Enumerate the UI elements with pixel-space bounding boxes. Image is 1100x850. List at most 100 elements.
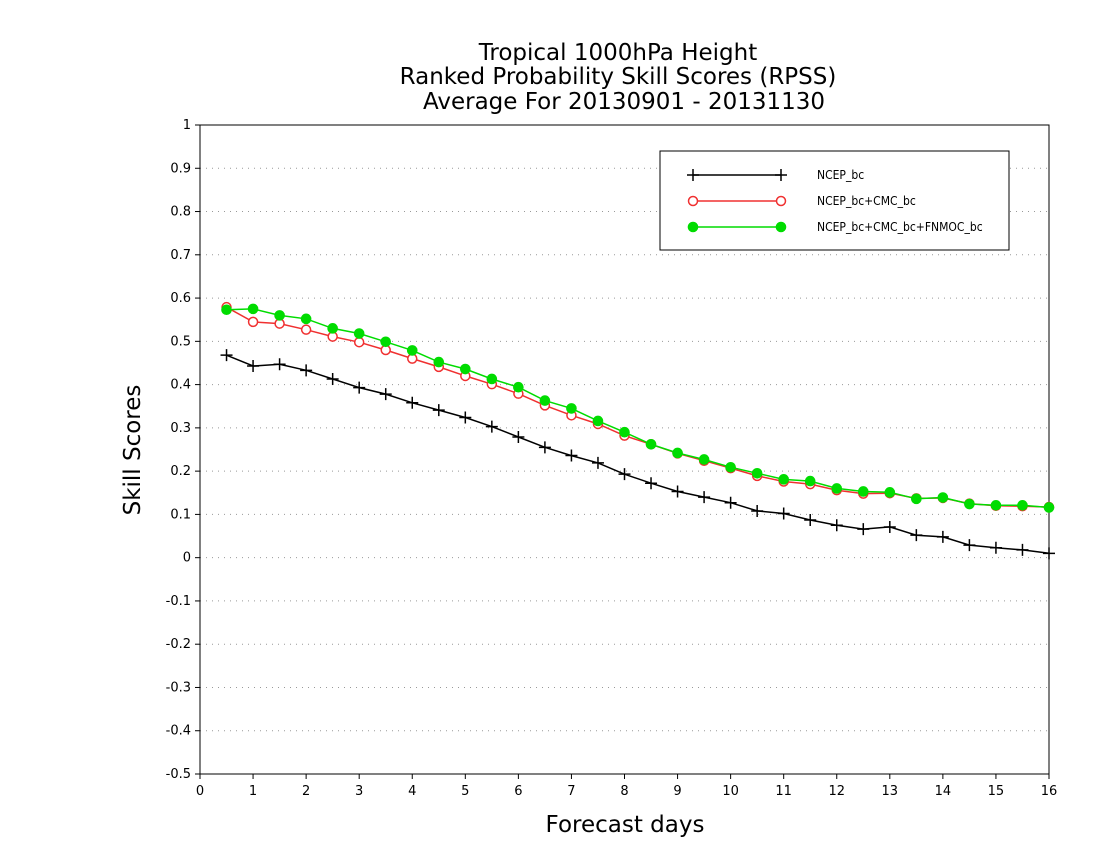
data-point [687, 195, 699, 207]
data-point [513, 381, 524, 393]
data-point [724, 496, 737, 509]
data-point [1016, 543, 1029, 556]
data-point [751, 504, 764, 517]
y-tick-label: -0.5 [166, 767, 191, 782]
y-tick-label: 0.5 [170, 334, 191, 349]
data-point [698, 454, 710, 465]
legend-entries: NCEP_bc NCEP_bc+CMC_bc NCEP_bc+CMC_bc+FNMO… [687, 168, 983, 234]
data-point [566, 403, 577, 414]
data-point [618, 468, 631, 481]
data-point [777, 507, 790, 520]
data-point [353, 336, 365, 348]
data-point [804, 514, 817, 527]
x-tick-label: 8 [620, 784, 628, 799]
legend: NCEP_bc NCEP_bc+CMC_bc NCEP_bc+CMC_bc+FNMO… [659, 150, 1010, 251]
data-point [539, 395, 551, 406]
axis-ticks: -0.5 -0.4 -0.3 -0.2 -0.1 0 0.1 0.2 0.3 0.4 0.5 0.6 0… [166, 118, 1058, 799]
y-tick-label: -0.4 [166, 724, 191, 739]
y-tick-label: -0.3 [166, 680, 191, 695]
y-tick-label: 1 [183, 118, 191, 133]
chart-title: Tropical 1000hPa Height Ranked Probabili… [400, 40, 837, 115]
y-tick-label: 0.2 [170, 464, 191, 479]
x-tick-label: 14 [935, 784, 952, 799]
y-tick-label: 0.8 [170, 205, 191, 220]
title-line-3: Average For 20130901 - 20131130 [423, 89, 825, 115]
x-tick-label: 2 [302, 784, 310, 799]
y-tick-label: -0.1 [166, 594, 191, 609]
x-tick-label: 9 [673, 784, 681, 799]
series-line [226, 306, 1050, 508]
data-point [592, 415, 604, 427]
data-point [406, 396, 419, 409]
x-tick-label: 15 [988, 784, 1005, 799]
x-tick-label: 10 [722, 784, 739, 799]
y-tick-label: 0.9 [170, 161, 191, 176]
data-point [247, 316, 259, 328]
title-line-1: Tropical 1000hPa Height [478, 40, 758, 66]
data-point [406, 345, 418, 356]
data-point [1043, 547, 1055, 560]
data-point [725, 461, 736, 473]
data-point [672, 447, 683, 459]
data-point [687, 169, 699, 181]
data-point [831, 483, 843, 494]
data-point [671, 485, 684, 498]
series-line [226, 308, 1050, 509]
x-tick-label: 12 [828, 784, 845, 799]
x-tick-label: 1 [249, 784, 257, 799]
data-point [220, 349, 233, 362]
data-point [327, 323, 338, 334]
series-2 [221, 303, 1055, 513]
y-tick-label: -0.2 [166, 637, 191, 652]
data-point [645, 439, 657, 450]
data-point [990, 500, 1002, 511]
data-point [459, 411, 472, 424]
series-1 [221, 301, 1055, 513]
legend-label: NCEP_bc+CMC_bc [817, 194, 916, 208]
data-point [433, 356, 445, 368]
data-point [857, 523, 870, 536]
data-point [937, 492, 949, 503]
data-point [380, 336, 392, 348]
data-point [775, 221, 787, 233]
y-tick-label: 0.7 [170, 248, 191, 263]
data-point [432, 404, 445, 417]
x-tick-label: 16 [1041, 784, 1058, 799]
data-point [698, 491, 711, 504]
x-tick-label: 13 [882, 784, 899, 799]
data-point [485, 420, 498, 433]
data-point [645, 477, 658, 490]
series-0 [220, 349, 1055, 560]
y-tick-label: 0 [183, 551, 191, 566]
data-point [911, 493, 922, 505]
data-point [486, 373, 498, 385]
x-axis-label: Forecast days [546, 812, 705, 838]
x-tick-label: 11 [775, 784, 792, 799]
data-point [830, 519, 843, 532]
data-point [247, 303, 259, 315]
data-point [883, 520, 896, 533]
data-point [804, 475, 816, 487]
data-point [300, 324, 312, 335]
x-tick-label: 5 [461, 784, 469, 799]
data-point [221, 304, 232, 316]
data-point [379, 388, 392, 401]
data-point [989, 541, 1002, 554]
data-point [538, 441, 551, 454]
title-line-2: Ranked Probability Skill Scores (RPSS) [400, 64, 837, 90]
data-point [964, 498, 975, 510]
series-line [226, 354, 1050, 555]
data-point [619, 426, 630, 438]
data-point [775, 169, 787, 181]
data-point [247, 359, 260, 372]
data-point [274, 310, 285, 321]
data-point [687, 221, 699, 233]
y-tick-label: 0.4 [170, 378, 191, 393]
data-point [591, 456, 604, 469]
y-tick-label: 0.3 [170, 421, 191, 436]
legend-entry: NCEP_bc+CMC_bc+FNMOC_bc [687, 220, 983, 234]
data-point [775, 195, 787, 207]
data-point [300, 313, 312, 325]
x-tick-label: 4 [408, 784, 416, 799]
